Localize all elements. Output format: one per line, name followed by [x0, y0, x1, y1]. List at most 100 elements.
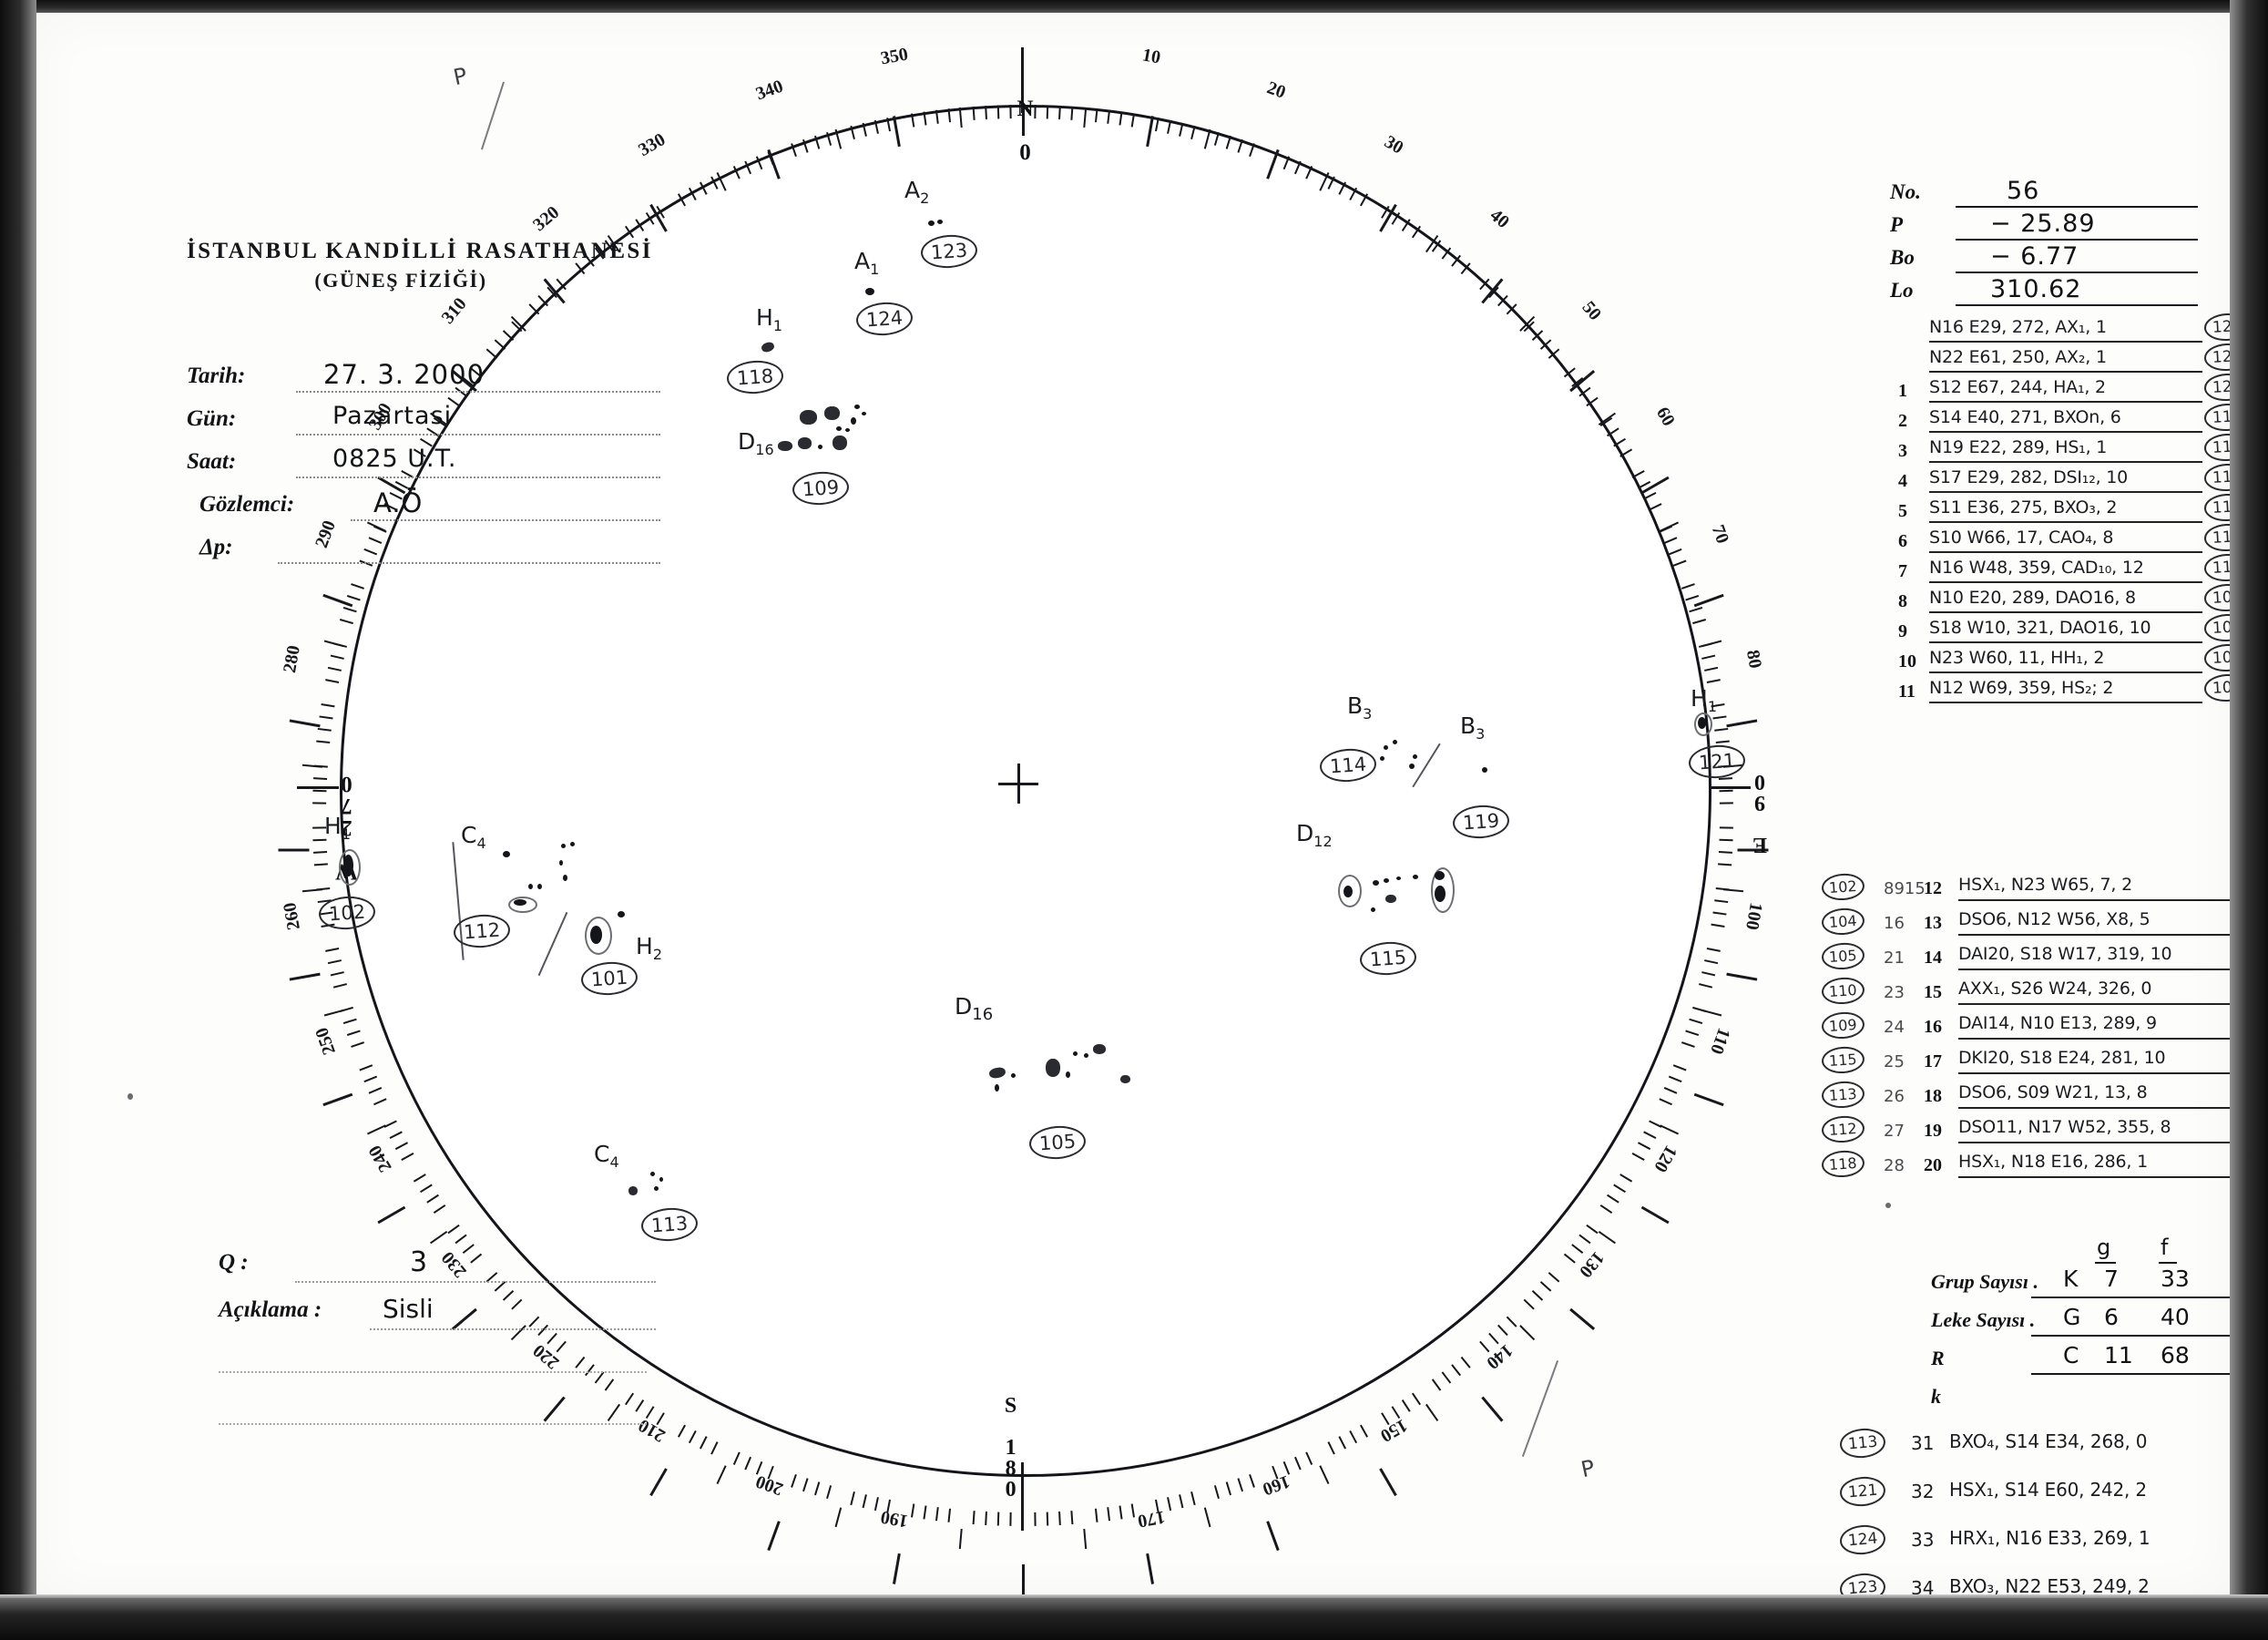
- field-underline-delta-p: [278, 562, 660, 564]
- note-row[interactable]: 121 32 HSX₁, S14 E60, 242, 2: [1838, 1474, 2222, 1527]
- group-label-a2: A2: [904, 177, 930, 207]
- group-label-h1-121: H1: [1691, 685, 1717, 715]
- group-table2-index: 17: [1924, 1051, 1942, 1071]
- group-table2-rule: [1958, 1176, 2232, 1178]
- group-table2-row[interactable]: 104 16 13 DSO6, N12 W56, X8, 5: [1821, 907, 2232, 944]
- param-label-lo: Lo: [1890, 279, 1914, 302]
- field-value-gozlemci: A.Ö: [373, 487, 424, 518]
- field-gun[interactable]: Gün: Pazartasi: [187, 402, 660, 446]
- group-table2-row[interactable]: 113 26 18 DSO6, S09 W21, 13, 8: [1821, 1080, 2232, 1117]
- group-table-entry: N22 E61, 250, AX₂, 1: [1929, 347, 2107, 367]
- group-table-rule: [1929, 341, 2202, 343]
- group-table2-alt-number: 27: [1884, 1122, 1905, 1141]
- group-table-row[interactable]: 4 S17 E29, 282, DSI₁₂, 10 115: [1898, 462, 2251, 497]
- group-table-row[interactable]: 1 S12 E67, 244, HA₁, 2 121: [1898, 372, 2251, 407]
- west-axis-line: [297, 786, 339, 789]
- group-table2-entry: HSX₁, N23 W65, 7, 2: [1958, 875, 2132, 895]
- note-entry: BXO₄, S14 E34, 268, 0: [1949, 1430, 2148, 1452]
- group-table2-row[interactable]: 112 27 19 DSO11, N17 W52, 355, 8: [1821, 1114, 2232, 1152]
- group-table2-rule: [1958, 1142, 2232, 1143]
- field-label-gozlemci: Gözlemci:: [199, 492, 295, 517]
- group-table2-row[interactable]: 102 8915 12 HSX₁, N23 W65, 7, 2: [1821, 872, 2232, 909]
- scan-speck-2: [1885, 1203, 1891, 1208]
- field-q[interactable]: Q : 3: [219, 1246, 656, 1296]
- scan-edge-top: [0, 0, 2268, 13]
- sunspot-group-table-secondary: 102 8915 12 HSX₁, N23 W65, 7, 2 104 16 13 DSO6,…: [1821, 872, 2232, 1186]
- group-table2-entry: DSO6, S09 W21, 13, 8: [1958, 1082, 2148, 1102]
- scan-edge-right: [2230, 0, 2268, 1640]
- group-table2-index: 15: [1924, 982, 1942, 1002]
- blank-note-line-2: [219, 1423, 647, 1425]
- group-table2-row[interactable]: 110 23 15 AXX₁, S26 W24, 326, 0: [1821, 976, 2232, 1013]
- group-table-row[interactable]: 10 N23 W60, 11, HH₁, 2 102: [1898, 642, 2251, 678]
- field-value-aciklama: Sisli: [383, 1294, 434, 1324]
- observation-fields: Tarih: 27. 3. 2000 Gün: Pazartasi Saat: …: [187, 359, 660, 574]
- group-table2-index: 12: [1924, 878, 1942, 898]
- group-table-row[interactable]: 7 N16 W48, 359, CAD₁₀, 12 112: [1898, 552, 2251, 588]
- note-row[interactable]: 124 33 HRX₁, N16 E33, 269, 1: [1838, 1522, 2222, 1575]
- note-entry: HSX₁, S14 E60, 242, 2: [1949, 1479, 2147, 1501]
- group-table2-rule: [1958, 1072, 2232, 1074]
- group-table-row[interactable]: N16 E29, 272, AX₁, 1 124: [1929, 312, 2251, 347]
- group-table-entry: S10 W66, 17, CAO₄, 8: [1929, 528, 2114, 548]
- group-table2-row[interactable]: 115 25 17 DKI20, S18 E24, 281, 10: [1821, 1045, 2232, 1082]
- field-aciklama[interactable]: Açıklama : Sisli: [219, 1294, 656, 1343]
- degree-label-260: 260: [280, 901, 305, 932]
- param-value-no: 56: [2007, 177, 2040, 205]
- group-table-index: 6: [1898, 531, 1907, 551]
- field-delta-p[interactable]: Δp:: [187, 531, 660, 574]
- sunspot-group-table: N16 E29, 272, AX₁, 1 124 N22 E61, 250, AX₂…: [1898, 312, 2251, 708]
- field-label-tarih: Tarih:: [187, 364, 246, 388]
- cardinal-north: N 0: [1013, 97, 1037, 162]
- group-label-b3-114: B3: [1347, 692, 1373, 723]
- group-table2-alt-number: 25: [1884, 1052, 1905, 1071]
- group-table2-entry: DAI20, S18 W17, 319, 10: [1958, 944, 2172, 964]
- field-gozlemci[interactable]: Gözlemci: A.Ö: [187, 487, 660, 531]
- group-table2-index: 16: [1924, 1017, 1942, 1037]
- group-table2-rule: [1958, 969, 2232, 970]
- field-underline-gozlemci: [351, 519, 660, 521]
- group-table-index: 4: [1898, 471, 1907, 491]
- group-table-row[interactable]: 11 N12 W69, 359, HS₂; 2 101: [1898, 672, 2251, 708]
- group-table-entry: N12 W69, 359, HS₂; 2: [1929, 678, 2114, 698]
- summary-label-grup-sayisi: Grup Sayısı .: [1931, 1270, 2038, 1293]
- field-underline-q: [295, 1281, 656, 1283]
- param-label-p: P: [1890, 213, 1904, 236]
- group-table2-index: 18: [1924, 1086, 1942, 1106]
- group-table-entry: S17 E29, 282, DSI₁₂, 10: [1929, 467, 2129, 487]
- group-table2-entry: HSX₁, N18 E16, 286, 1: [1958, 1152, 2148, 1172]
- group-table-index: 7: [1898, 561, 1907, 581]
- group-table2-row[interactable]: 109 24 16 DAI14, N10 E13, 289, 9: [1821, 1010, 2232, 1048]
- group-table-row[interactable]: 2 S14 E40, 271, BXOn, 6 119: [1898, 402, 2251, 437]
- group-table-row[interactable]: 9 S18 W10, 321, DAO16, 10 105: [1898, 612, 2251, 648]
- group-table-row[interactable]: 5 S11 E36, 275, BXO₃, 2 114: [1898, 492, 2251, 528]
- summary-f-grup-sayisi: 33: [2161, 1266, 2190, 1292]
- note-row[interactable]: 113 31 BXO₄, S14 E34, 268, 0: [1838, 1426, 2222, 1479]
- field-tarih[interactable]: Tarih: 27. 3. 2000: [187, 359, 660, 403]
- group-table-row[interactable]: N22 E61, 250, AX₂, 1 123: [1929, 342, 2251, 377]
- group-table2-row[interactable]: 118 28 20 HSX₁, N18 E16, 286, 1: [1821, 1149, 2232, 1186]
- param-underline-bo: [1956, 272, 2198, 273]
- group-table-entry: N16 E29, 272, AX₁, 1: [1929, 317, 2107, 337]
- summary-row-k: k: [1931, 1382, 2222, 1420]
- field-saat[interactable]: Saat: 0825 U.T.: [187, 445, 660, 488]
- north-axis-line: [1021, 47, 1024, 113]
- institution-department: (GÜNEŞ FİZİĞİ): [314, 269, 487, 292]
- group-table-row[interactable]: 8 N10 E20, 289, DAO16, 8 109: [1898, 582, 2251, 618]
- degree-label-50: 50: [1578, 297, 1605, 324]
- blank-note-line-1: [219, 1371, 647, 1373]
- group-label-d12-115: D12: [1296, 820, 1333, 850]
- group-table2-rule: [1958, 899, 2232, 901]
- field-label-aciklama: Açıklama :: [219, 1297, 322, 1322]
- group-table-entry: N19 E22, 289, HS₁, 1: [1929, 437, 2108, 457]
- p-marker-top: P: [451, 62, 470, 91]
- summary-col-f: f: [2159, 1235, 2178, 1264]
- group-table-row[interactable]: 6 S10 W66, 17, CAO₄, 8 113: [1898, 522, 2251, 558]
- degree-label-240: 240: [364, 1142, 396, 1176]
- scan-speck: [128, 1093, 133, 1100]
- scan-edge-bottom: [0, 1598, 2268, 1640]
- group-table-row[interactable]: 3 N19 E22, 289, HS₁, 1 118: [1898, 432, 2251, 467]
- scan-edge-left: [0, 0, 36, 1640]
- group-table2-row[interactable]: 105 21 14 DAI20, S18 W17, 319, 10: [1821, 941, 2232, 979]
